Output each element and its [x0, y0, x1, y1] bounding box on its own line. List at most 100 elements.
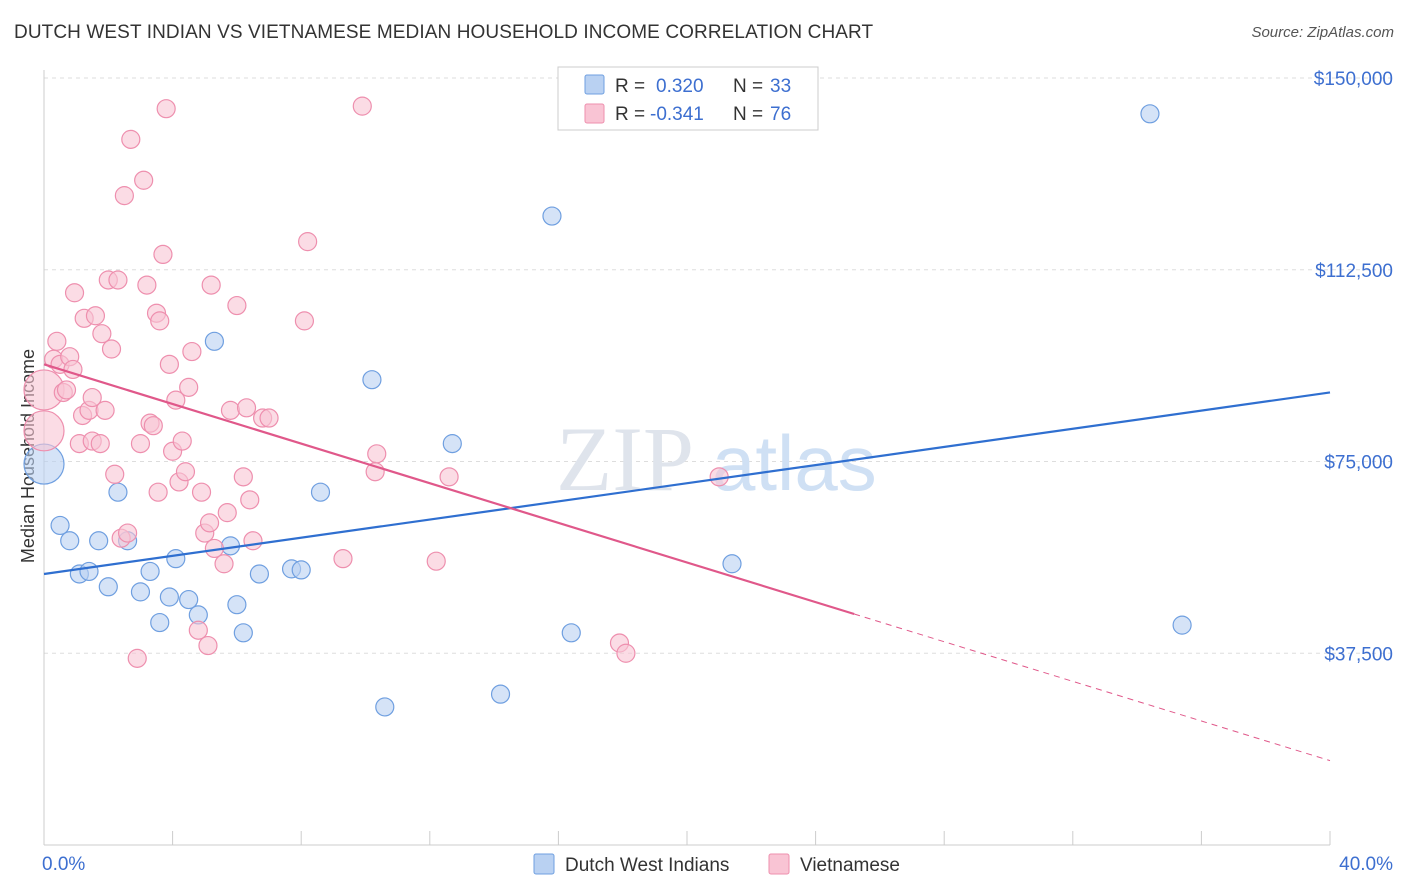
trend-lines: [43, 363, 1331, 762]
series-legend: Dutch West Indians Vietnamese: [533, 853, 900, 876]
correlation-legend: R = 0.320 N = 33 R = -0.341 N = 76: [557, 66, 819, 131]
point-vietnamese: [137, 275, 157, 295]
point-vietnamese: [426, 551, 446, 571]
point-vietnamese: [616, 643, 636, 663]
point-dutch-west-indian: [722, 554, 742, 574]
point-vietnamese: [352, 96, 372, 116]
point-dutch-west-indian: [150, 612, 170, 633]
point-vietnamese: [134, 170, 154, 190]
point-dutch-west-indian: [89, 531, 109, 551]
point-vietnamese: [153, 244, 173, 265]
point-dutch-west-indian: [130, 582, 151, 602]
point-vietnamese: [175, 462, 196, 482]
legend-swatch-pink: [584, 103, 605, 124]
point-vietnamese: [101, 339, 122, 359]
point-vietnamese: [233, 467, 253, 487]
point-dutch-west-indian: [310, 482, 331, 502]
point-vietnamese: [130, 434, 151, 454]
x-tick-label: 0.0%: [42, 854, 85, 875]
point-vietnamese: [56, 380, 77, 400]
legend-n-value: 76: [770, 104, 791, 125]
point-dutch-west-indian: [1140, 104, 1160, 124]
point-vietnamese: [159, 354, 179, 374]
point-dutch-west-indian: [442, 434, 462, 454]
point-dutch-west-indian: [542, 206, 562, 226]
point-vietnamese: [259, 408, 279, 428]
point-vietnamese: [108, 270, 128, 290]
watermark-zip: ZIP: [556, 408, 694, 510]
trend-line-vietnamese-extension: [854, 613, 1331, 762]
point-vietnamese: [172, 431, 192, 451]
point-dutch-west-indian: [140, 561, 160, 582]
point-dutch-west-indian: [60, 531, 80, 551]
point-dutch-west-indian: [291, 560, 311, 580]
legend-n-label: N =: [733, 104, 763, 125]
point-dutch-west-indian: [204, 331, 224, 351]
point-vietnamese: [85, 306, 106, 326]
point-vietnamese: [198, 635, 218, 656]
point-vietnamese: [156, 99, 176, 119]
point-dutch-west-indian: [249, 564, 270, 584]
y-tick-labels: $37,500 $75,000 $112,500 $150,000: [1314, 69, 1393, 665]
point-vietnamese: [191, 482, 212, 502]
point-vietnamese: [243, 531, 263, 551]
point-vietnamese: [64, 283, 85, 303]
point-vietnamese: [199, 513, 220, 533]
point-vietnamese: [95, 400, 115, 420]
y-tick-label: $37,500: [1324, 644, 1393, 665]
point-vietnamese: [127, 648, 147, 668]
source-note: Source: ZipAtlas.com: [1251, 24, 1394, 41]
point-vietnamese: [105, 464, 125, 484]
trend-line-vietnamese: [43, 363, 855, 616]
watermark-atlas: atlas: [712, 419, 877, 507]
point-dutch-west-indian: [179, 589, 199, 610]
x-tick-label: 40.0%: [1339, 854, 1393, 875]
point-vietnamese: [217, 503, 237, 523]
point-vietnamese: [47, 331, 67, 351]
point-vietnamese: [201, 275, 221, 295]
series-legend-swatch-blue: [533, 853, 555, 875]
legend-r-label: R =: [615, 76, 645, 97]
point-vietnamese: [294, 311, 315, 331]
x-tick-labels: 0.0% 40.0%: [42, 854, 1393, 875]
point-dutch-west-indian: [375, 697, 395, 717]
data-points: [23, 96, 1192, 717]
trend-line-dutch-west-indians: [43, 391, 1331, 576]
point-vietnamese: [227, 295, 247, 316]
point-vietnamese: [220, 400, 241, 420]
point-dutch-west-indian: [79, 561, 99, 582]
point-dutch-west-indian: [362, 370, 382, 390]
series-legend-swatch-pink: [768, 853, 790, 875]
point-dutch-west-indian: [98, 577, 118, 597]
legend-swatch-blue: [584, 74, 605, 95]
point-vietnamese: [188, 620, 208, 640]
point-vietnamese: [148, 482, 168, 502]
legend-r-label: R =: [615, 104, 645, 125]
point-dutch-west-indian: [233, 623, 253, 643]
y-tick-label: $112,500: [1315, 261, 1393, 282]
point-vietnamese: [117, 523, 138, 543]
point-dutch-west-indian: [1172, 615, 1192, 635]
point-dutch-west-indian: [227, 595, 247, 615]
point-vietnamese: [439, 467, 459, 487]
point-vietnamese: [214, 554, 234, 574]
grid-lines: [44, 77, 1394, 654]
point-vietnamese: [121, 129, 141, 149]
point-dutch-west-indian: [50, 515, 70, 536]
point-vietnamese: [367, 444, 387, 464]
point-vietnamese: [179, 377, 199, 397]
point-vietnamese: [236, 398, 257, 418]
point-vietnamese: [90, 434, 110, 454]
point-vietnamese: [23, 410, 65, 452]
series-legend-label: Vietnamese: [800, 855, 900, 876]
point-vietnamese: [240, 490, 260, 510]
legend-n-value: 33: [770, 76, 791, 97]
point-vietnamese: [333, 549, 353, 569]
series-legend-label: Dutch West Indians: [565, 855, 729, 876]
point-vietnamese: [114, 186, 134, 206]
point-vietnamese: [92, 324, 112, 344]
y-tick-label: $75,000: [1324, 453, 1393, 474]
legend-n-label: N =: [733, 76, 763, 97]
legend-r-value: -0.341: [650, 104, 704, 125]
